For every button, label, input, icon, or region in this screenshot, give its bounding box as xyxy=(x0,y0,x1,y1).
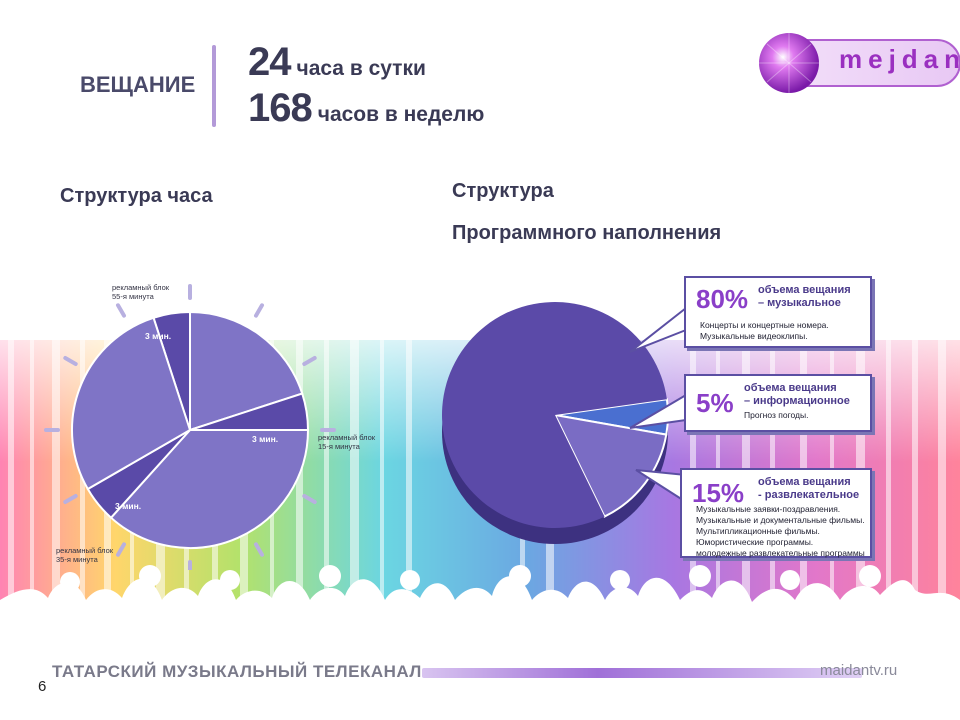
ad-block-55-label: рекламный блок 55-я минута xyxy=(112,283,169,301)
ad-block-35-label: рекламный блок 35-я минута xyxy=(56,546,113,564)
hours-per-day: 24 часа в сутки xyxy=(248,40,426,85)
ad-block-15-text: рекламный блок 15-я минута xyxy=(318,433,376,451)
page-number: 6 xyxy=(38,678,47,695)
footer xyxy=(0,655,960,720)
pointer-music xyxy=(629,305,687,353)
program-pie-slice-0 xyxy=(442,301,667,528)
callout-info-description: Прогноз погоды. xyxy=(744,410,809,420)
hour-tick-5 xyxy=(254,542,264,557)
callout-entertainment-description: Музыкальные заявки-поздравления. Музыкал… xyxy=(696,504,865,558)
ad-block-15-label: рекламный блок 15-я минута xyxy=(318,433,375,451)
hours-per-day-number: 24 xyxy=(248,40,291,84)
callout-music-description: Концерты и концертные номера. Музыкальны… xyxy=(700,320,829,341)
channel-name: ТАТАРСКИЙ МУЗЫКАЛЬНЫЙ ТЕЛЕКАНАЛ xyxy=(52,662,422,681)
hour-tick-7 xyxy=(116,542,126,557)
hour-pie-slice-0 xyxy=(189,310,304,432)
callout-music: 80% объема вещания – музыкальное Концерт… xyxy=(684,276,872,348)
callout-entertainment-percent: 15% xyxy=(692,478,745,508)
callout-pointers xyxy=(629,305,687,504)
hour-pie-chart xyxy=(44,284,336,570)
hours-per-day-text: часа в сутки xyxy=(296,57,426,80)
program-pie-slice-2 xyxy=(553,413,668,518)
callout-info-percent: 5% xyxy=(696,388,734,418)
maidan-logo: mejdan xyxy=(755,32,960,94)
hour-tick-2 xyxy=(302,356,317,366)
slice-label-55: 3 мин. xyxy=(145,331,172,341)
hour-tick-4 xyxy=(302,494,317,504)
broadcast-label: ВЕЩАНИЕ xyxy=(80,72,196,97)
hour-structure-title: Структура часа xyxy=(60,185,213,207)
hour-pie-slices xyxy=(71,310,310,549)
hour-pie-slice-2 xyxy=(71,316,192,491)
hour-tick-11 xyxy=(116,303,126,318)
callout-music-heading: объема вещания – музыкальное xyxy=(758,284,851,309)
callout-info: 5% объема вещания – информационное Прогн… xyxy=(684,374,872,432)
program-structure-title-line2: Программного наполнения xyxy=(452,222,722,244)
footer-bar xyxy=(422,668,862,678)
hours-per-week-number: 168 xyxy=(248,86,313,130)
callout-music-percent: 80% xyxy=(696,284,749,314)
hour-tick-1 xyxy=(254,303,264,318)
hour-tick-10 xyxy=(63,356,78,366)
hours-per-week: 168 часов в неделю xyxy=(248,86,484,131)
logo-text: mejdan xyxy=(839,44,960,74)
hour-pie-ticks xyxy=(44,284,336,570)
ad-block-35-text: рекламный блок 35-я минута xyxy=(56,546,114,564)
pointer-info xyxy=(629,393,687,429)
callout-entertainment: 15% объема вещания - развлекательное Муз… xyxy=(680,468,872,558)
callout-info-heading: объема вещания – информационное xyxy=(744,382,850,407)
slice-label-15: 3 мин. xyxy=(252,434,279,444)
site-url: maidantv.ru xyxy=(820,662,898,679)
ad-block-55-text: рекламный блок 55-я минута xyxy=(112,283,170,301)
pointer-fun xyxy=(635,469,687,504)
slice-label-35: 3 мин. xyxy=(115,501,142,511)
program-structure-title-line1: Структура xyxy=(452,180,554,202)
callout-entertainment-heading: объема вещания - развлекательное xyxy=(758,476,860,501)
hour-tick-8 xyxy=(63,494,78,504)
header-divider xyxy=(212,45,216,127)
hour-pie-slice-4 xyxy=(109,429,310,549)
hours-per-week-text: часов в неделю xyxy=(317,103,485,126)
